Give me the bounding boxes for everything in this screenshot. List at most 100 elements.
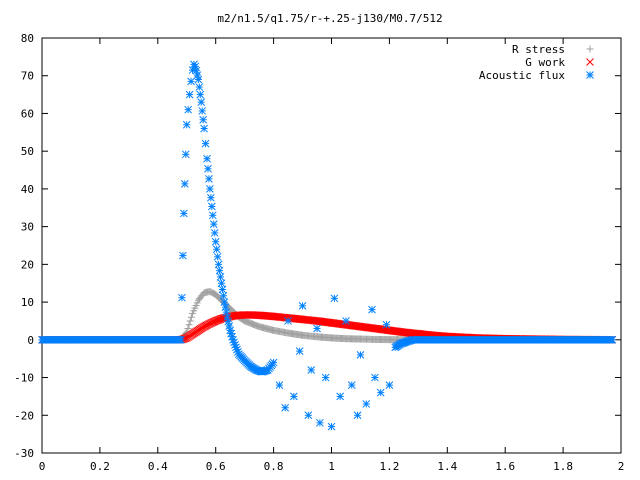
data-point (213, 252, 222, 261)
x-tick-label: 1.8 (553, 460, 573, 473)
data-point (216, 273, 225, 281)
x-axis: 0 0.2 0.4 0.6 0.8 1 1.2 1.4 1.6 1.8 2 (39, 38, 625, 473)
data-point (382, 320, 391, 329)
data-point (336, 392, 345, 401)
data-point (187, 77, 195, 86)
data-point (222, 308, 231, 317)
data-point (269, 358, 278, 367)
data-point (177, 335, 185, 344)
data-point (290, 392, 298, 401)
x-tick-label: 0.6 (206, 460, 226, 473)
y-tick-label: 0 (27, 334, 34, 347)
data-point (219, 291, 228, 300)
data-point (353, 411, 362, 420)
data-point (198, 107, 207, 115)
data-point (313, 324, 321, 333)
data-point (214, 260, 223, 269)
legend-marker (586, 45, 594, 53)
legend-label: R stress (512, 43, 565, 56)
series-r-stress (38, 288, 616, 344)
data-point (182, 120, 191, 129)
data-point (185, 90, 194, 99)
data-point (224, 317, 233, 326)
data-point (298, 302, 307, 310)
data-point (195, 83, 204, 91)
data-point (371, 373, 379, 382)
data-point (218, 285, 227, 294)
data-point (205, 174, 213, 183)
x-tick-label: 2 (618, 460, 625, 473)
data-point (376, 388, 385, 397)
y-tick-label: 30 (21, 221, 34, 234)
legend-marker (586, 58, 594, 66)
data-point (196, 90, 205, 99)
x-tick-label: 0.2 (90, 460, 110, 473)
data-point (180, 180, 189, 188)
data-point (197, 98, 206, 106)
legend-label: Acoustic flux (479, 69, 565, 82)
x-tick-label: 1.2 (379, 460, 399, 473)
data-point (356, 351, 365, 359)
data-point (275, 381, 284, 389)
y-tick-label: 20 (21, 258, 34, 271)
data-point (295, 347, 304, 355)
data-point (211, 237, 220, 246)
data-point (210, 229, 219, 237)
y-tick-label: 80 (21, 32, 34, 45)
data-point (207, 202, 216, 211)
data-point (284, 317, 292, 325)
y-tick-label: 10 (21, 296, 34, 309)
plot-frame (41, 37, 622, 454)
data-point (199, 115, 208, 124)
x-tick-label: 1 (328, 460, 335, 473)
data-point (209, 220, 218, 228)
data-point (180, 209, 188, 218)
data-point (608, 335, 617, 344)
data-point (362, 400, 371, 408)
data-point (204, 164, 212, 173)
y-axis: -30 -20 -10 0 10 20 30 40 50 60 70 80 (14, 32, 621, 460)
data-point (217, 279, 226, 288)
chart-title: m2/n1.5/q1.75/r-+.25-j130/M0.7/512 (217, 12, 442, 25)
data-point (342, 317, 350, 325)
data-point (316, 418, 324, 427)
data-point (206, 185, 214, 193)
x-tick-label: 0.4 (148, 460, 168, 473)
data-point (194, 75, 203, 84)
data-point (215, 266, 224, 275)
data-point (201, 139, 210, 148)
data-point (185, 321, 193, 329)
x-tick-label: 1.4 (437, 460, 457, 473)
legend-marker (586, 71, 594, 79)
x-tick-label: 1.6 (495, 460, 515, 473)
data-point (178, 293, 186, 302)
data-point (368, 305, 376, 314)
data-point (304, 411, 313, 420)
y-tick-label: -30 (14, 447, 34, 460)
data-point (307, 366, 316, 374)
data-point (179, 251, 187, 260)
x-tick-label: 0.8 (264, 460, 284, 473)
data-point (184, 105, 193, 114)
data-point (321, 373, 330, 382)
data-point (207, 193, 215, 202)
series-layer (38, 60, 617, 431)
data-point (220, 298, 229, 306)
data-point (281, 403, 290, 412)
y-tick-label: 40 (21, 183, 34, 196)
y-tick-label: 70 (21, 70, 34, 83)
data-point (212, 245, 221, 254)
data-point (330, 294, 339, 303)
data-point (186, 317, 194, 325)
data-point (327, 422, 336, 431)
data-point (221, 303, 230, 311)
legend-label: G work (525, 56, 565, 69)
data-point (192, 66, 201, 75)
series-acoustic-flux (38, 60, 617, 431)
data-point (385, 381, 394, 389)
data-point (203, 154, 211, 163)
y-tick-label: -10 (14, 372, 34, 385)
data-point (184, 325, 192, 332)
